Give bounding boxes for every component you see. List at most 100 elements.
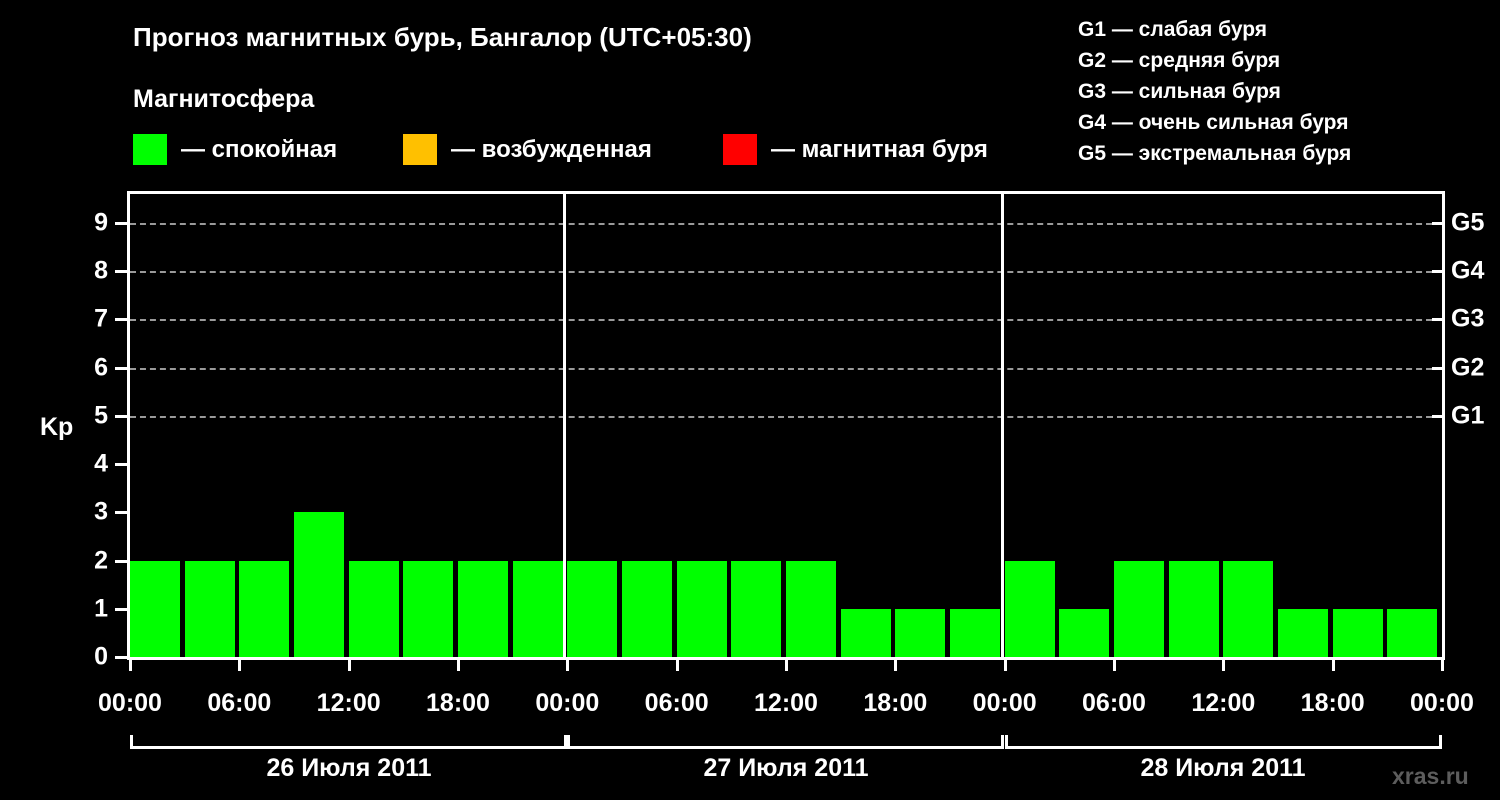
x-tick-mark bbox=[129, 660, 132, 671]
y-tick-label-7: 7 bbox=[94, 304, 108, 333]
storm-swatch bbox=[723, 134, 757, 165]
y-tick-label-0: 0 bbox=[94, 642, 108, 671]
bar bbox=[786, 560, 836, 657]
x-tick-label: 12:00 bbox=[754, 689, 818, 717]
y-tick-mark bbox=[115, 366, 128, 370]
bar bbox=[731, 560, 781, 657]
g-tick-mark bbox=[1432, 221, 1445, 225]
g-axis-label-G3: G3 bbox=[1451, 304, 1485, 333]
day-label: 28 Июля 2011 bbox=[1140, 754, 1306, 782]
day-bracket bbox=[130, 735, 567, 749]
g-tick-mark bbox=[1432, 366, 1445, 370]
x-tick-mark bbox=[238, 660, 242, 671]
gscale-row-g3: G3 — сильная буря bbox=[1078, 80, 1281, 103]
g-axis-label-G4: G4 bbox=[1451, 256, 1485, 285]
x-tick-mark bbox=[1441, 660, 1444, 671]
x-tick-label: 00:00 bbox=[98, 689, 162, 717]
x-tick-label: 06:00 bbox=[1082, 689, 1146, 717]
bar bbox=[349, 560, 399, 657]
y-tick-mark bbox=[115, 607, 128, 611]
bar bbox=[622, 560, 672, 657]
x-tick-label: 06:00 bbox=[207, 689, 272, 717]
active-swatch bbox=[403, 134, 437, 165]
gscale-legend: G1 — слабая буря G2 — средняя буря G3 — … bbox=[1078, 14, 1351, 169]
gridline-kp-6 bbox=[130, 367, 1442, 370]
bar bbox=[403, 560, 453, 657]
y-tick-label-5: 5 bbox=[94, 401, 108, 430]
page-title: Прогноз магнитных бурь, Бангалор (UTC+05… bbox=[133, 22, 752, 52]
legend-label-active: — возбужденная bbox=[451, 135, 652, 163]
g-axis-label-G5: G5 bbox=[1451, 208, 1485, 237]
y-tick-label-2: 2 bbox=[94, 546, 108, 575]
x-tick-mark bbox=[1331, 660, 1335, 671]
y-tick-mark bbox=[115, 511, 128, 515]
bar bbox=[1223, 560, 1273, 657]
bar bbox=[1114, 560, 1164, 657]
y-tick-mark bbox=[115, 221, 128, 225]
bar bbox=[294, 512, 344, 657]
day-bracket bbox=[1005, 735, 1442, 749]
bar bbox=[1059, 608, 1109, 657]
day-bracket bbox=[567, 735, 1004, 749]
x-tick-mark bbox=[347, 660, 351, 671]
bar bbox=[458, 560, 508, 657]
y-axis-title: Kp bbox=[40, 413, 74, 441]
g-tick-mark bbox=[1432, 270, 1445, 274]
x-tick-label: 18:00 bbox=[863, 689, 928, 717]
y-tick-label-6: 6 bbox=[94, 353, 108, 382]
g-axis-label-G2: G2 bbox=[1451, 353, 1485, 382]
bar bbox=[1278, 608, 1328, 657]
g-tick-mark bbox=[1432, 414, 1445, 418]
watermark: xras.ru bbox=[1392, 763, 1469, 789]
y-tick-label-1: 1 bbox=[94, 594, 108, 623]
gridline-kp-7 bbox=[130, 319, 1442, 322]
x-tick-label: 00:00 bbox=[1410, 689, 1474, 717]
legend-label-storm: — магнитная буря bbox=[771, 135, 988, 163]
gridline-kp-9 bbox=[130, 222, 1442, 225]
y-tick-mark bbox=[115, 656, 128, 659]
bar bbox=[895, 608, 945, 657]
y-tick-mark bbox=[115, 463, 128, 467]
gscale-row-g1: G1 — слабая буря bbox=[1078, 18, 1268, 41]
g-axis-label-G1: G1 bbox=[1451, 401, 1485, 430]
legend-item-storm: — магнитная буря bbox=[723, 134, 988, 165]
bar bbox=[841, 608, 891, 657]
y-tick-label-4: 4 bbox=[94, 449, 108, 478]
x-tick-label: 00:00 bbox=[972, 689, 1037, 717]
g-tick-mark bbox=[1432, 318, 1445, 322]
x-tick-mark bbox=[566, 660, 570, 671]
x-tick-mark bbox=[785, 660, 788, 671]
magnetosphere-heading: Магнитосфера bbox=[133, 85, 315, 113]
bar bbox=[239, 560, 289, 657]
y-tick-mark bbox=[115, 270, 128, 274]
x-tick-label: 00:00 bbox=[535, 689, 600, 717]
legend-item-calm: — спокойная bbox=[133, 134, 337, 165]
y-tick-label-3: 3 bbox=[94, 497, 108, 526]
y-axis-labels: 0 1 2 3 4 5 6 7 8 9 bbox=[78, 0, 108, 800]
bar bbox=[130, 560, 180, 657]
gridline-kp-5 bbox=[130, 415, 1442, 418]
bar bbox=[567, 560, 617, 657]
bar bbox=[185, 560, 235, 657]
x-tick-mark bbox=[894, 660, 898, 671]
x-tick-mark bbox=[1113, 660, 1116, 671]
bar bbox=[1169, 560, 1219, 657]
gscale-row-g5: G5 — экстремальная буря bbox=[1078, 142, 1352, 165]
x-tick-label: 12:00 bbox=[316, 689, 381, 717]
y-tick-label-8: 8 bbox=[94, 256, 108, 285]
gridline-kp-8 bbox=[130, 271, 1442, 274]
day-separator bbox=[1001, 194, 1004, 657]
legend-item-active: — возбужденная bbox=[403, 134, 652, 165]
day-label: 26 Июля 2011 bbox=[266, 754, 432, 782]
y-tick-mark bbox=[115, 559, 128, 563]
y-tick-label-9: 9 bbox=[94, 208, 108, 237]
calm-swatch bbox=[133, 134, 167, 165]
x-tick-label: 12:00 bbox=[1191, 689, 1256, 717]
gscale-row-g2: G2 — средняя буря bbox=[1078, 49, 1281, 72]
bar bbox=[1005, 560, 1055, 657]
x-tick-mark bbox=[1222, 660, 1226, 671]
y-tick-mark bbox=[115, 318, 128, 322]
x-tick-mark bbox=[457, 660, 460, 671]
bar bbox=[1333, 608, 1383, 657]
day-separator bbox=[563, 194, 566, 657]
